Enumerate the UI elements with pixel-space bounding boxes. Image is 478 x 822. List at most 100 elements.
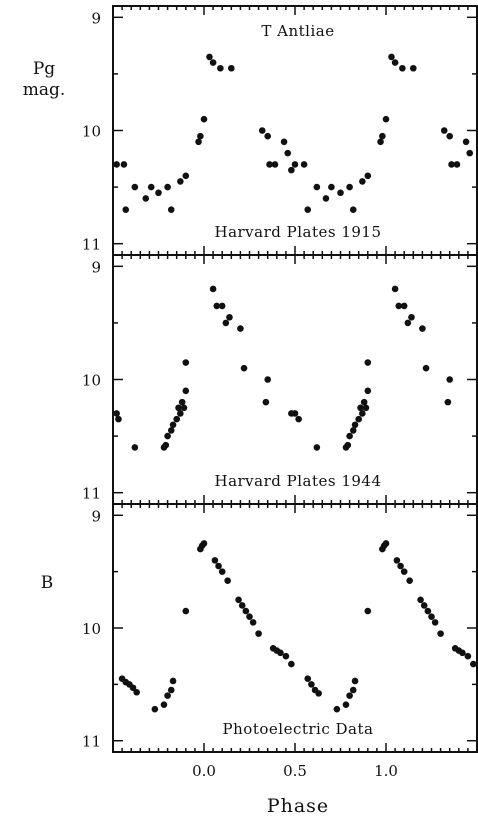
- x-tick-label: 0.5: [283, 762, 307, 780]
- data-point: [322, 195, 330, 202]
- data-point: [419, 325, 426, 332]
- data-point: [169, 421, 177, 429]
- data-point: [395, 302, 403, 310]
- data-point: [122, 206, 130, 214]
- y-tick-label: 9: [91, 9, 101, 27]
- data-point: [333, 705, 341, 713]
- data-point: [399, 64, 406, 72]
- data-point: [129, 684, 137, 692]
- data-point: [349, 206, 357, 214]
- data-point: [351, 421, 359, 429]
- data-point: [315, 690, 322, 697]
- data-point: [115, 415, 122, 423]
- data-point: [462, 138, 470, 146]
- data-point: [200, 540, 208, 547]
- data-point: [169, 677, 177, 685]
- data-point: [131, 183, 139, 191]
- data-point: [422, 364, 430, 372]
- y-tick-label: 9: [91, 258, 101, 276]
- data-point: [217, 64, 224, 72]
- data-point: [346, 692, 353, 699]
- data-point: [197, 132, 204, 140]
- data-point: [175, 404, 182, 412]
- data-point: [446, 376, 454, 383]
- data-point: [313, 444, 321, 451]
- data-point: [215, 562, 222, 570]
- data-point: [242, 607, 250, 615]
- data-point: [304, 675, 312, 683]
- data-point: [226, 313, 233, 321]
- data-point: [113, 161, 120, 168]
- y-axis-label-line2: mag.: [23, 80, 66, 100]
- data-point: [228, 64, 235, 72]
- data-point: [264, 376, 272, 383]
- data-point: [222, 319, 230, 327]
- data-point: [428, 613, 435, 621]
- data-point: [237, 325, 244, 332]
- y-tick-label: 9: [91, 507, 101, 525]
- data-point: [195, 138, 202, 146]
- data-point: [291, 410, 299, 417]
- data-point: [344, 441, 352, 449]
- data-point: [178, 398, 186, 406]
- data-point: [209, 59, 217, 66]
- data-point: [308, 681, 315, 688]
- data-point: [282, 652, 290, 660]
- data-point: [466, 149, 474, 157]
- data-point: [400, 302, 408, 310]
- data-point: [235, 596, 242, 604]
- data-point: [444, 398, 452, 406]
- data-point: [404, 319, 412, 327]
- data-point: [288, 166, 295, 174]
- data-point: [142, 195, 150, 202]
- data-point: [453, 161, 461, 168]
- data-point: [246, 613, 253, 621]
- y-tick-label: 11: [82, 485, 101, 503]
- data-point: [349, 427, 357, 434]
- data-point: [295, 415, 302, 423]
- data-point: [459, 649, 466, 657]
- data-point: [182, 607, 190, 615]
- data-point: [431, 619, 439, 626]
- data-point: [377, 138, 384, 146]
- data-point: [162, 441, 170, 449]
- data-point: [213, 302, 221, 310]
- panel-frame: [112, 503, 478, 753]
- data-point: [349, 686, 357, 694]
- data-point: [151, 705, 159, 713]
- data-point: [362, 404, 370, 412]
- data-point: [448, 161, 455, 168]
- data-point: [420, 602, 428, 609]
- data-point: [346, 432, 353, 440]
- data-point: [258, 127, 266, 134]
- y-axis-label-line1: Pg: [33, 59, 55, 79]
- panel-label: Harvard Plates 1915: [214, 223, 381, 241]
- data-point: [440, 127, 448, 134]
- data-point: [177, 410, 184, 417]
- data-point: [164, 692, 171, 699]
- data-point: [364, 359, 372, 366]
- data-point: [328, 183, 335, 191]
- data-point: [180, 404, 188, 412]
- data-point: [364, 172, 372, 180]
- data-point: [351, 677, 359, 685]
- data-point: [211, 557, 219, 564]
- data-point: [288, 660, 295, 668]
- data-point: [357, 404, 364, 412]
- data-point: [262, 398, 270, 406]
- data-point: [218, 302, 226, 310]
- y-tick-label: 11: [82, 733, 101, 751]
- y-tick-label: 10: [82, 620, 101, 638]
- data-point: [410, 64, 417, 72]
- data-point: [264, 132, 272, 140]
- data-point: [388, 53, 395, 61]
- y-tick-label: 11: [82, 236, 101, 254]
- data-point: [300, 161, 308, 168]
- data-point: [155, 189, 162, 197]
- x-tick-label: 0.0: [192, 762, 216, 780]
- data-point: [131, 444, 139, 451]
- data-point: [280, 138, 288, 146]
- data-point: [182, 359, 190, 366]
